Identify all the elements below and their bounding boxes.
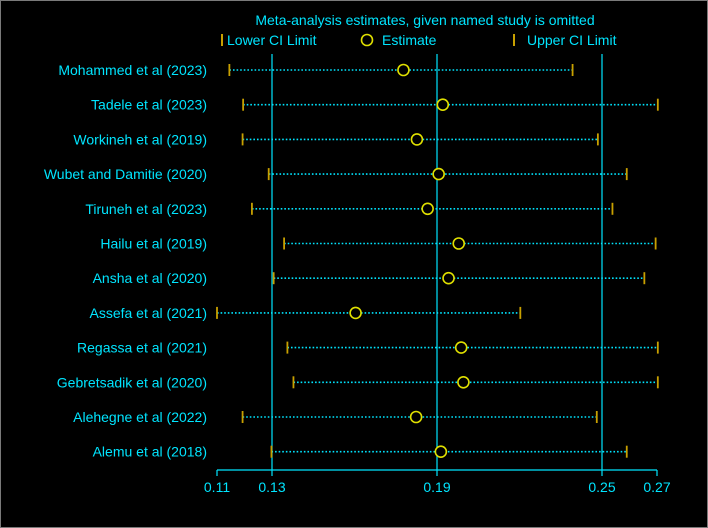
- study-label: Wubet and Damitie (2020): [44, 166, 207, 182]
- study-label: Mohammed et al (2023): [58, 62, 207, 78]
- x-tick-label-0: 0.11: [204, 479, 230, 495]
- study-label: Hailu et al (2019): [100, 236, 207, 252]
- study-label: Alehegne et al (2022): [73, 409, 207, 425]
- study-label: Gebretsadik et al (2020): [57, 374, 207, 390]
- estimate-marker: [410, 133, 424, 146]
- study-label: Tiruneh et al (2023): [85, 201, 207, 217]
- estimate-marker: [434, 445, 448, 459]
- estimate-marker: [349, 306, 362, 320]
- estimate-marker: [421, 202, 434, 216]
- estimate-marker: [432, 167, 445, 181]
- study-label: Assefa et al (2021): [89, 305, 207, 321]
- study-label: Regassa et al (2021): [77, 340, 207, 356]
- legend-marker-estimate: [360, 33, 374, 47]
- chart-title: Meta-analysis estimates, given named stu…: [255, 12, 594, 28]
- study-label: Tadele et al (2023): [91, 97, 207, 113]
- estimate-marker: [397, 63, 410, 77]
- x-tick-label-3: 0.25: [588, 479, 615, 495]
- study-label: Ansha et al (2020): [93, 270, 207, 286]
- estimate-marker: [436, 98, 450, 111]
- legend-label-lower: Lower CI Limit: [227, 32, 317, 48]
- study-label: Workineh et al (2019): [73, 131, 207, 147]
- estimate-marker: [409, 410, 423, 424]
- x-tick-label-2: 0.19: [423, 479, 450, 495]
- legend: Lower CI Limit Estimate Upper CI Limit: [221, 32, 617, 48]
- plot-area: 0.11 0.13 0.19 0.25 0.27 Mohammed et al (2023…: [44, 54, 671, 495]
- estimate-marker: [457, 375, 470, 389]
- legend-label-upper: Upper CI Limit: [527, 32, 617, 48]
- x-tick-label-4: 0.27: [643, 479, 670, 495]
- estimate-marker: [452, 237, 466, 250]
- legend-label-estimate: Estimate: [382, 32, 437, 48]
- x-tick-label-1: 0.13: [258, 479, 285, 495]
- estimate-marker: [442, 271, 455, 285]
- estimate-marker: [454, 341, 468, 354]
- study-label: Alemu et al (2018): [93, 444, 207, 460]
